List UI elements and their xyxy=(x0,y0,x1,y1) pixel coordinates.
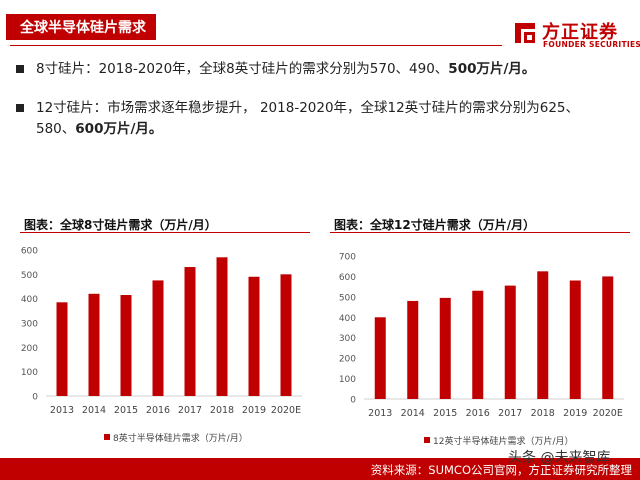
y-tick-label: 0 xyxy=(32,393,38,403)
y-tick-label: 0 xyxy=(350,396,356,406)
logo-name-en: FOUNDER SECURITIES xyxy=(543,40,640,49)
chart-12inch-title-underline xyxy=(330,232,630,233)
legend-label: 8英寸半导体硅片需求（万片/月） xyxy=(113,432,248,444)
chart-bar xyxy=(374,317,386,399)
chart-bar xyxy=(602,276,614,399)
y-tick-label: 500 xyxy=(21,271,38,281)
x-tick-label: 2016 xyxy=(466,408,490,419)
bullet-text: 12寸硅片：市场需求逐年稳步提升， 2018-2020年，全球12英寸硅片的需求… xyxy=(36,98,616,140)
chart-bar xyxy=(569,280,581,399)
y-tick-label: 600 xyxy=(21,247,38,257)
bullet-text-regular: 8寸硅片：2018-2020年，全球8英寸硅片的需求分别为570、490、 xyxy=(36,61,449,77)
section-title-label: 全球半导体硅片需求 xyxy=(6,14,156,40)
x-tick-label: 2017 xyxy=(498,408,522,419)
chart-bar xyxy=(152,280,164,396)
bullet-text: 8寸硅片：2018-2020年，全球8英寸硅片的需求分别为570、490、500… xyxy=(36,59,616,80)
y-tick-label: 100 xyxy=(339,375,356,385)
footer-source: 资料来源：SUMCO公司官网，方正证券研究所整理 xyxy=(370,463,632,477)
bullet-text-bold: 500万片/月。 xyxy=(448,61,536,77)
chart-8inch: 0 100 200 300 400 500 600 2013 2014 2015 2016 2017 2… xyxy=(21,247,302,444)
y-tick-label: 300 xyxy=(21,320,38,330)
bullet-item: 12寸硅片：市场需求逐年稳步提升， 2018-2020年，全球12英寸硅片的需求… xyxy=(16,98,616,142)
bullet-square-icon xyxy=(16,104,24,112)
x-tick-label: 2015 xyxy=(114,405,138,416)
chart-bar xyxy=(407,300,419,399)
y-tick-label: 600 xyxy=(339,273,356,283)
x-tick-label: 2016 xyxy=(146,405,170,416)
x-tick-label: 2019 xyxy=(563,408,587,419)
x-tick-label: 2014 xyxy=(82,405,106,416)
bullet-text-bold: 600万片/月。 xyxy=(75,121,163,137)
watermark-text: 头条 @未来智库 xyxy=(508,450,611,466)
x-tick-label: 2018 xyxy=(531,408,555,419)
footer-bar: 资料来源：SUMCO公司官网，方正证券研究所整理 xyxy=(0,458,640,480)
y-tick-label: 200 xyxy=(339,355,356,365)
chart-bar xyxy=(248,276,260,396)
y-tick-label: 400 xyxy=(21,295,38,305)
chart-8inch-title: 图表：全球8寸硅片需求（万片/月） xyxy=(24,218,217,232)
chart-bar xyxy=(472,290,484,399)
x-tick-label: 2018 xyxy=(210,405,234,416)
x-tick-label: 2017 xyxy=(178,405,202,416)
y-tick-label: 500 xyxy=(339,293,356,303)
bullet-item: 8寸硅片：2018-2020年，全球8英寸硅片的需求分别为570、490、500… xyxy=(16,59,616,81)
logo-name-cn: 方正证券 xyxy=(542,22,618,43)
chart-12inch-title: 图表：全球12寸硅片需求（万片/月） xyxy=(334,218,536,232)
chart-bar xyxy=(504,285,516,399)
chart-8inch-title-underline xyxy=(20,232,310,233)
y-tick-label: 200 xyxy=(21,344,38,354)
legend-swatch xyxy=(104,434,110,440)
chart-bar xyxy=(88,293,100,396)
chart-12inch: 0 100 200 300 400 500 600 700 2013 2014 2015 2016 20… xyxy=(339,253,624,447)
x-tick-label: 2013 xyxy=(50,405,74,416)
chart-bar xyxy=(56,302,68,396)
legend-swatch xyxy=(424,437,430,443)
chart-bar xyxy=(280,274,292,396)
title-divider xyxy=(10,45,502,46)
chart-bar xyxy=(439,297,451,399)
y-tick-label: 700 xyxy=(339,253,356,263)
founder-logo-icon xyxy=(515,23,535,43)
x-tick-label: 2020E xyxy=(593,408,623,419)
x-tick-label: 2019 xyxy=(242,405,266,416)
section-title: 全球半导体硅片需求 xyxy=(6,14,206,40)
bullet-square-icon xyxy=(16,65,24,73)
y-tick-label: 100 xyxy=(21,368,38,378)
company-logo: 方正证券 FOUNDER SECURITIES xyxy=(512,18,640,52)
x-tick-label: 2014 xyxy=(401,408,425,419)
x-tick-label: 2013 xyxy=(368,408,392,419)
chart-bar xyxy=(216,257,228,396)
x-tick-label: 2015 xyxy=(433,408,457,419)
chart-bar xyxy=(120,295,132,396)
legend-label: 12英寸半导体硅片需求（万片/月） xyxy=(433,435,574,447)
chart-bar xyxy=(537,271,549,399)
y-tick-label: 400 xyxy=(339,314,356,324)
y-tick-label: 300 xyxy=(339,334,356,344)
chart-bar xyxy=(184,267,196,396)
x-tick-label: 2020E xyxy=(271,405,301,416)
bullet-text-regular: 12寸硅片：市场需求逐年稳步提升， 2018-2020年，全球12英寸硅片的需求… xyxy=(36,100,579,137)
